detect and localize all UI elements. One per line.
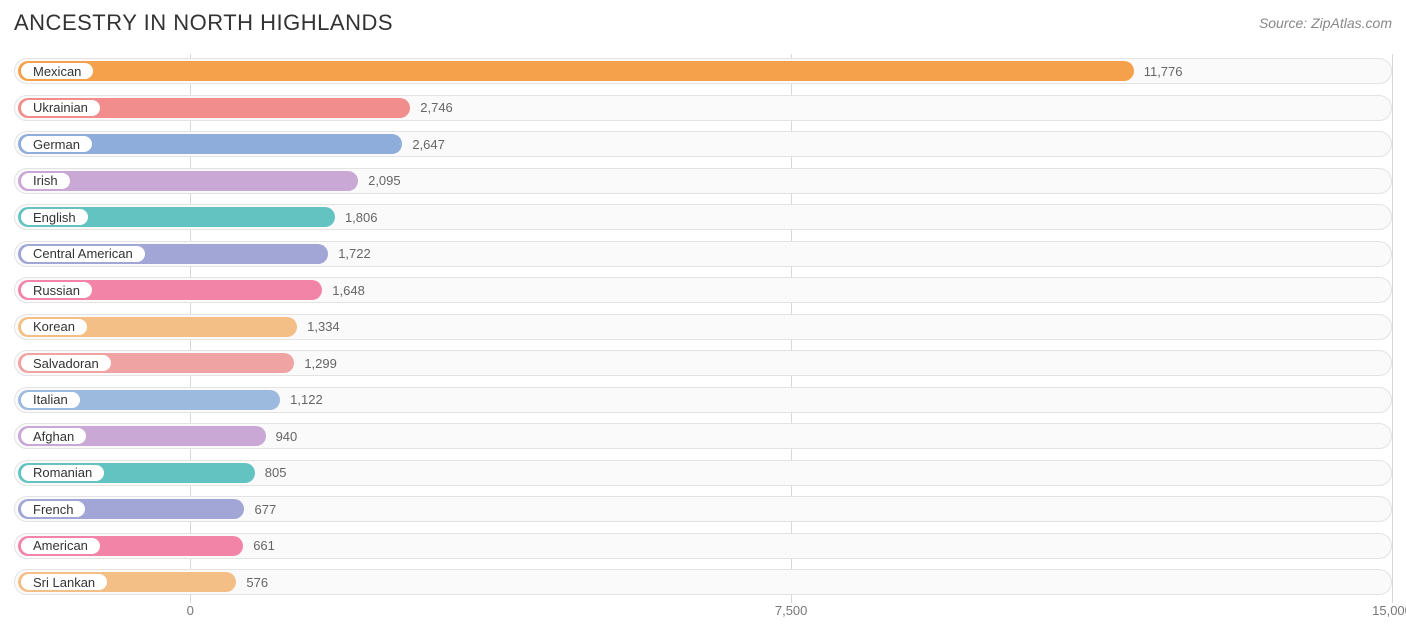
bar-label-pill: Sri Lankan xyxy=(20,573,108,591)
ancestry-bar-chart: Mexican11,776Ukrainian2,746German2,647Ir… xyxy=(14,54,1392,625)
bar-value: 2,746 xyxy=(420,91,453,125)
chart-bars: Mexican11,776Ukrainian2,746German2,647Ir… xyxy=(14,54,1392,599)
gridline xyxy=(1392,54,1393,603)
chart-source: Source: ZipAtlas.com xyxy=(1259,15,1392,31)
bar-value: 1,122 xyxy=(290,383,323,417)
bar-row: Afghan 940 xyxy=(14,419,1392,453)
bar-row: Ukrainian 2,746 xyxy=(14,91,1392,125)
bar-label-pill: English xyxy=(20,208,89,226)
chart-title: ANCESTRY IN NORTH HIGHLANDS xyxy=(14,10,393,36)
bar-value: 1,648 xyxy=(332,273,365,307)
bar-row: Korean 1,334 xyxy=(14,310,1392,344)
bar-value: 1,299 xyxy=(304,346,337,380)
bar-label-pill: Russian xyxy=(20,281,93,299)
bar-row: Mexican 11,776 xyxy=(14,54,1392,88)
bar-row: German 2,647 xyxy=(14,127,1392,161)
bar-label-pill: Salvadoran xyxy=(20,354,112,372)
bar-row: Russian 1,648 xyxy=(14,273,1392,307)
bar xyxy=(18,61,1134,81)
bar-label-pill: Irish xyxy=(20,172,71,190)
bar-value: 1,334 xyxy=(307,310,340,344)
bar-row: Salvadoran 1,299 xyxy=(14,346,1392,380)
bar-row: Irish 2,095 xyxy=(14,164,1392,198)
bar-value: 1,722 xyxy=(338,237,371,271)
bar-label-pill: Mexican xyxy=(20,62,94,80)
bar-label-pill: Italian xyxy=(20,391,81,409)
bar-row: English 1,806 xyxy=(14,200,1392,234)
bar-value: 1,806 xyxy=(345,200,378,234)
bar-row: American 661 xyxy=(14,529,1392,563)
bar-value: 2,095 xyxy=(368,164,401,198)
bar-label-pill: French xyxy=(20,500,86,518)
axis-tick: 15,000 xyxy=(1372,603,1406,618)
bar-row: Sri Lankan 576 xyxy=(14,565,1392,599)
chart-header: ANCESTRY IN NORTH HIGHLANDS Source: ZipA… xyxy=(14,10,1392,36)
chart-x-axis: 07,50015,000 xyxy=(14,603,1392,625)
bar-row: Romanian 805 xyxy=(14,456,1392,490)
bar-row: French 677 xyxy=(14,492,1392,526)
bar-label-pill: Romanian xyxy=(20,464,105,482)
bar-value: 576 xyxy=(246,565,268,599)
bar-label-pill: Korean xyxy=(20,318,88,336)
bar-label-pill: Afghan xyxy=(20,427,87,445)
bar-value: 661 xyxy=(253,529,275,563)
bar-label-pill: Ukrainian xyxy=(20,99,101,117)
bar-value: 677 xyxy=(254,492,276,526)
bar-value: 940 xyxy=(276,419,298,453)
bar-value: 11,776 xyxy=(1144,54,1183,88)
bar-row: Central American 1,722 xyxy=(14,237,1392,271)
bar-label-pill: American xyxy=(20,537,101,555)
bar-row: Italian 1,122 xyxy=(14,383,1392,417)
bar-value: 805 xyxy=(265,456,287,490)
bar-label-pill: German xyxy=(20,135,93,153)
axis-tick: 7,500 xyxy=(775,603,808,618)
axis-tick: 0 xyxy=(187,603,194,618)
bar-label-pill: Central American xyxy=(20,245,146,263)
bar-value: 2,647 xyxy=(412,127,445,161)
